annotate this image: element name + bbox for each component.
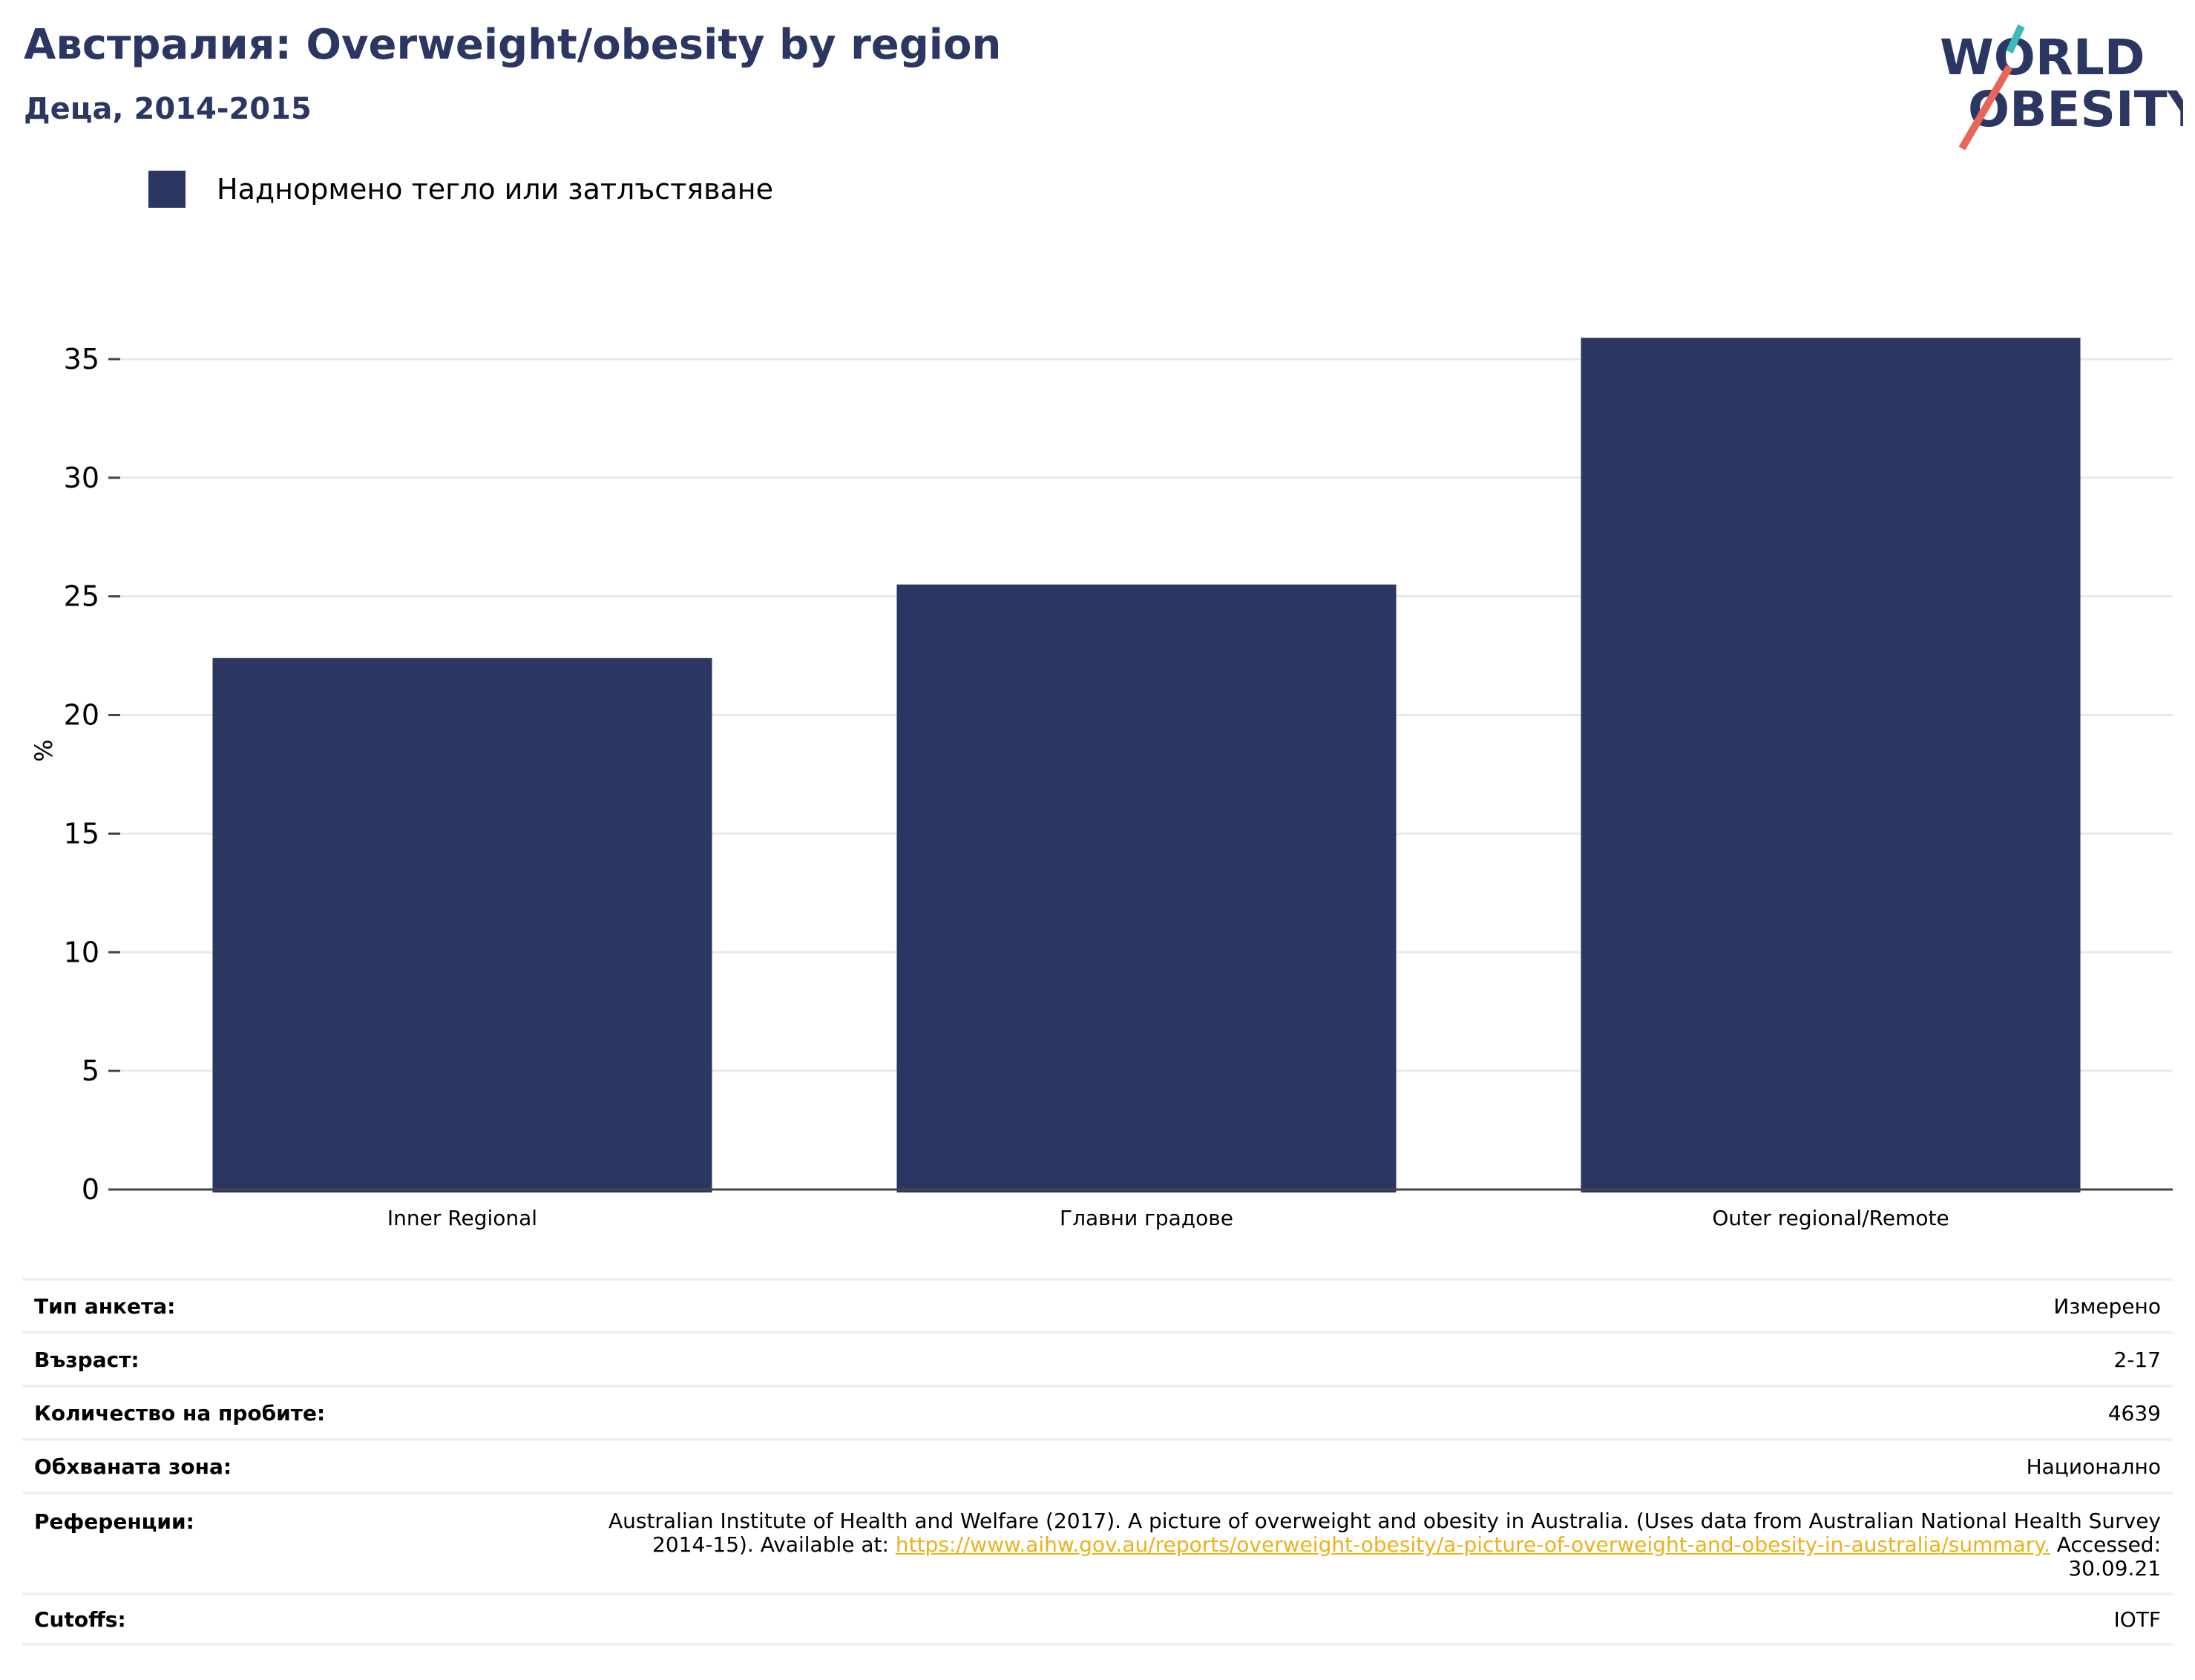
meta-value: 4639 — [2107, 1400, 2161, 1425]
meta-label: Количество на пробите: — [34, 1400, 326, 1425]
meta-value: Измерено — [2053, 1293, 2161, 1319]
y-tick-label: 5 — [82, 1054, 99, 1087]
y-tick-label: 30 — [64, 462, 99, 494]
y-tick-label: 10 — [64, 936, 99, 968]
meta-label: Cutoffs: — [34, 1607, 126, 1632]
meta-value: 2-17 — [2113, 1347, 2161, 1372]
chart-legend: Наднормено тегло или затлъстяване — [148, 171, 773, 208]
x-tick-label: Главни градове — [1060, 1206, 1233, 1230]
chart-title: Австралия: Overweight/obesity by region — [24, 21, 1002, 69]
logo-line-1: WORLD — [1940, 29, 2145, 86]
reference-text-after: Accessed: 30.09.21 — [2050, 1532, 2161, 1581]
meta-row-area-covered: Обхваната зона: Национално — [22, 1438, 2173, 1492]
meta-row-cutoffs: Cutoffs: IOTF — [22, 1592, 2173, 1646]
survey-metadata: Тип анкета: Измерено Възраст: 2-17 Колич… — [22, 1278, 2173, 1646]
logo-line-2: OBESITY — [1968, 81, 2183, 138]
meta-row-survey-type: Тип анкета: Измерено — [22, 1278, 2173, 1331]
y-tick-label: 15 — [64, 817, 99, 850]
y-tick-label: 25 — [64, 580, 99, 613]
meta-label: Тип анкета: — [34, 1293, 176, 1319]
reference-text: Australian Institute of Health and Welfa… — [565, 1509, 2161, 1581]
reference-link[interactable]: https://www.aihw.gov.au/reports/overweig… — [895, 1532, 2050, 1557]
y-axis-label: % — [30, 739, 58, 761]
x-tick-label: Outer regional/Remote — [1712, 1206, 1949, 1230]
meta-value: IOTF — [2113, 1607, 2161, 1632]
logo-teal-slash — [2006, 24, 2025, 54]
x-tick-label: Inner Regional — [387, 1206, 537, 1230]
y-tick-label: 0 — [82, 1173, 99, 1206]
bar-chart: 0 5 10 15 20 25 30 35 Inner Regional Главни градо… — [30, 338, 2173, 1230]
meta-label: Обхваната зона: — [34, 1454, 232, 1479]
meta-row-sample-size: Количество на пробите: 4639 — [22, 1385, 2173, 1438]
legend-label: Наднормено тегло или затлъстяване — [217, 173, 773, 206]
meta-label: Референции: — [34, 1509, 194, 1534]
chart-subtitle: Деца, 2014-2015 — [24, 92, 312, 126]
legend-swatch — [148, 171, 186, 208]
meta-value: Национално — [2026, 1454, 2161, 1479]
logo-coral-slash — [1958, 65, 2013, 151]
y-tick-label: 35 — [64, 343, 99, 375]
world-obesity-logo: WORLD OBESITY — [1940, 24, 2183, 151]
meta-label: Възраст: — [34, 1347, 140, 1372]
bar — [896, 584, 1397, 1192]
meta-row-age: Възраст: 2-17 — [22, 1331, 2173, 1385]
bar — [1581, 338, 2081, 1192]
bar — [212, 657, 712, 1192]
y-tick-label: 20 — [64, 699, 99, 732]
meta-row-references: Референции: Australian Institute of Heal… — [22, 1492, 2173, 1592]
reference-text-before: Australian Institute of Health and Welfa… — [608, 1509, 2161, 1557]
